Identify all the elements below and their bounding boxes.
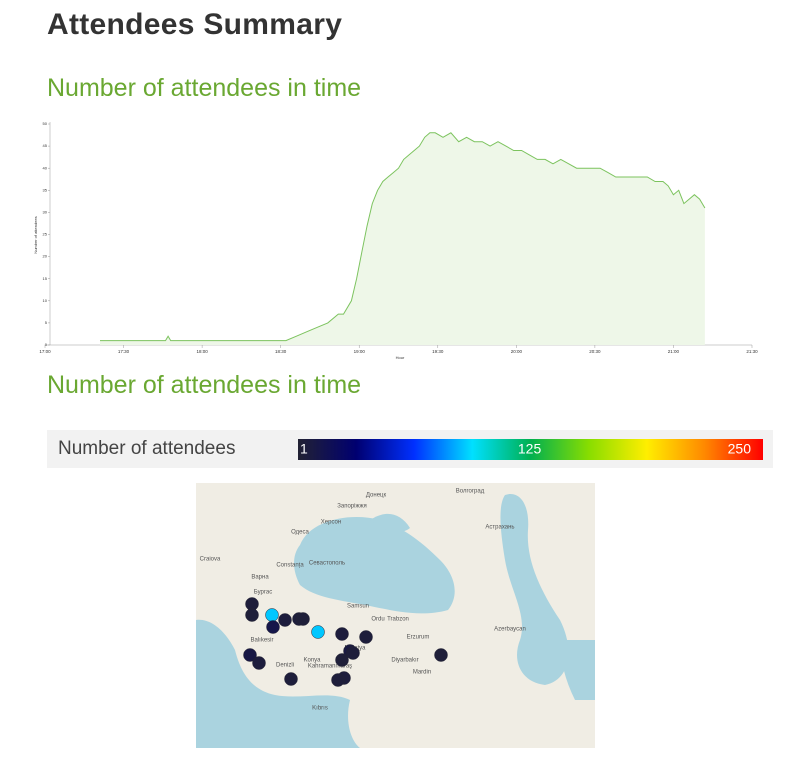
map-label: Севастополь [309,561,345,567]
map-label: Craiova [200,557,221,563]
area-fill [99,132,705,345]
map-point [243,648,257,662]
x-tick-label: 19:30 [432,349,444,354]
y-axis-label: Number of attendees [33,216,38,253]
map-label: Херсон [321,520,341,526]
color-bar [298,439,763,460]
map-label: Ordu [371,617,384,623]
map-point [434,648,448,662]
x-tick-label: 21:30 [746,349,758,354]
map-label: Бургас [254,590,272,596]
map-label: Донецк [366,493,387,499]
map-label: Diyarbakır [391,658,418,664]
y-tick-label: 30 [43,209,48,214]
map-label: Одеса [291,530,309,536]
y-tick-label: 10 [43,298,48,303]
y-tick-label: 45 [43,143,48,148]
page-title: Attendees Summary [47,8,343,41]
color-bar-label: 125 [518,441,542,457]
section-heading: Number of attendees in time [47,74,362,102]
x-tick-label: 18:30 [275,349,287,354]
section-heading: Number of attendees in time [47,371,362,399]
x-tick-label: 17:30 [118,349,130,354]
map-point [359,630,373,644]
map-label: Erzurum [407,635,430,641]
legend-label: Number of attendees [58,438,235,459]
map-point [252,656,266,670]
y-tick-label: 25 [43,232,48,237]
map-label: Mardin [413,670,431,676]
map-label: Trabzon [387,617,409,623]
map-label: Constanța [276,563,304,569]
x-tick-label: 18:00 [196,349,208,354]
map: Волгоград Донецк Запоріжжя Херсон Одеса Севас… [196,483,595,748]
map-point [266,620,280,634]
y-tick-label: 15 [43,276,48,281]
x-tick-label: 21:00 [668,349,680,354]
map-point [331,673,345,687]
x-tick-label: 17:00 [39,349,51,354]
color-bar-label: 1 [300,441,308,457]
map-point [335,653,349,667]
x-tick-label: 19:00 [354,349,366,354]
map-label: Kahramanmaraş [308,664,352,670]
line [100,132,706,342]
y-tick-label: 40 [43,165,48,170]
x-tick-label: 20:00 [511,349,523,354]
map-label: Волгоград [456,489,485,495]
y-tick-label: 50 [43,121,48,126]
map-label: Запоріжжя [337,504,367,510]
y-tick-label: 35 [43,187,48,192]
map-point [335,627,349,641]
map-label: Samsun [347,604,369,610]
x-tick-label: 20:30 [589,349,601,354]
map-label: Астрахань [485,525,514,531]
map-point [245,608,259,622]
map-label: Azerbaycan [494,627,526,633]
map-label: Kıbrıs [312,706,328,712]
map-point [265,608,279,622]
y-tick-label: 0 [45,342,48,347]
map-point [284,672,298,686]
map-point [278,613,292,627]
map-point [346,646,360,660]
color-bar-label: 250 [728,441,752,457]
map-point [296,612,310,626]
map-label: Balıkesir [250,638,273,644]
map-label: Denizli [276,663,294,669]
map-label: Варна [251,575,269,581]
y-tick-label: 5 [45,320,48,325]
x-axis-label: Hour [396,355,405,360]
y-tick-label: 20 [43,254,48,259]
map-label: Konya [303,658,321,664]
map-point [311,625,325,639]
